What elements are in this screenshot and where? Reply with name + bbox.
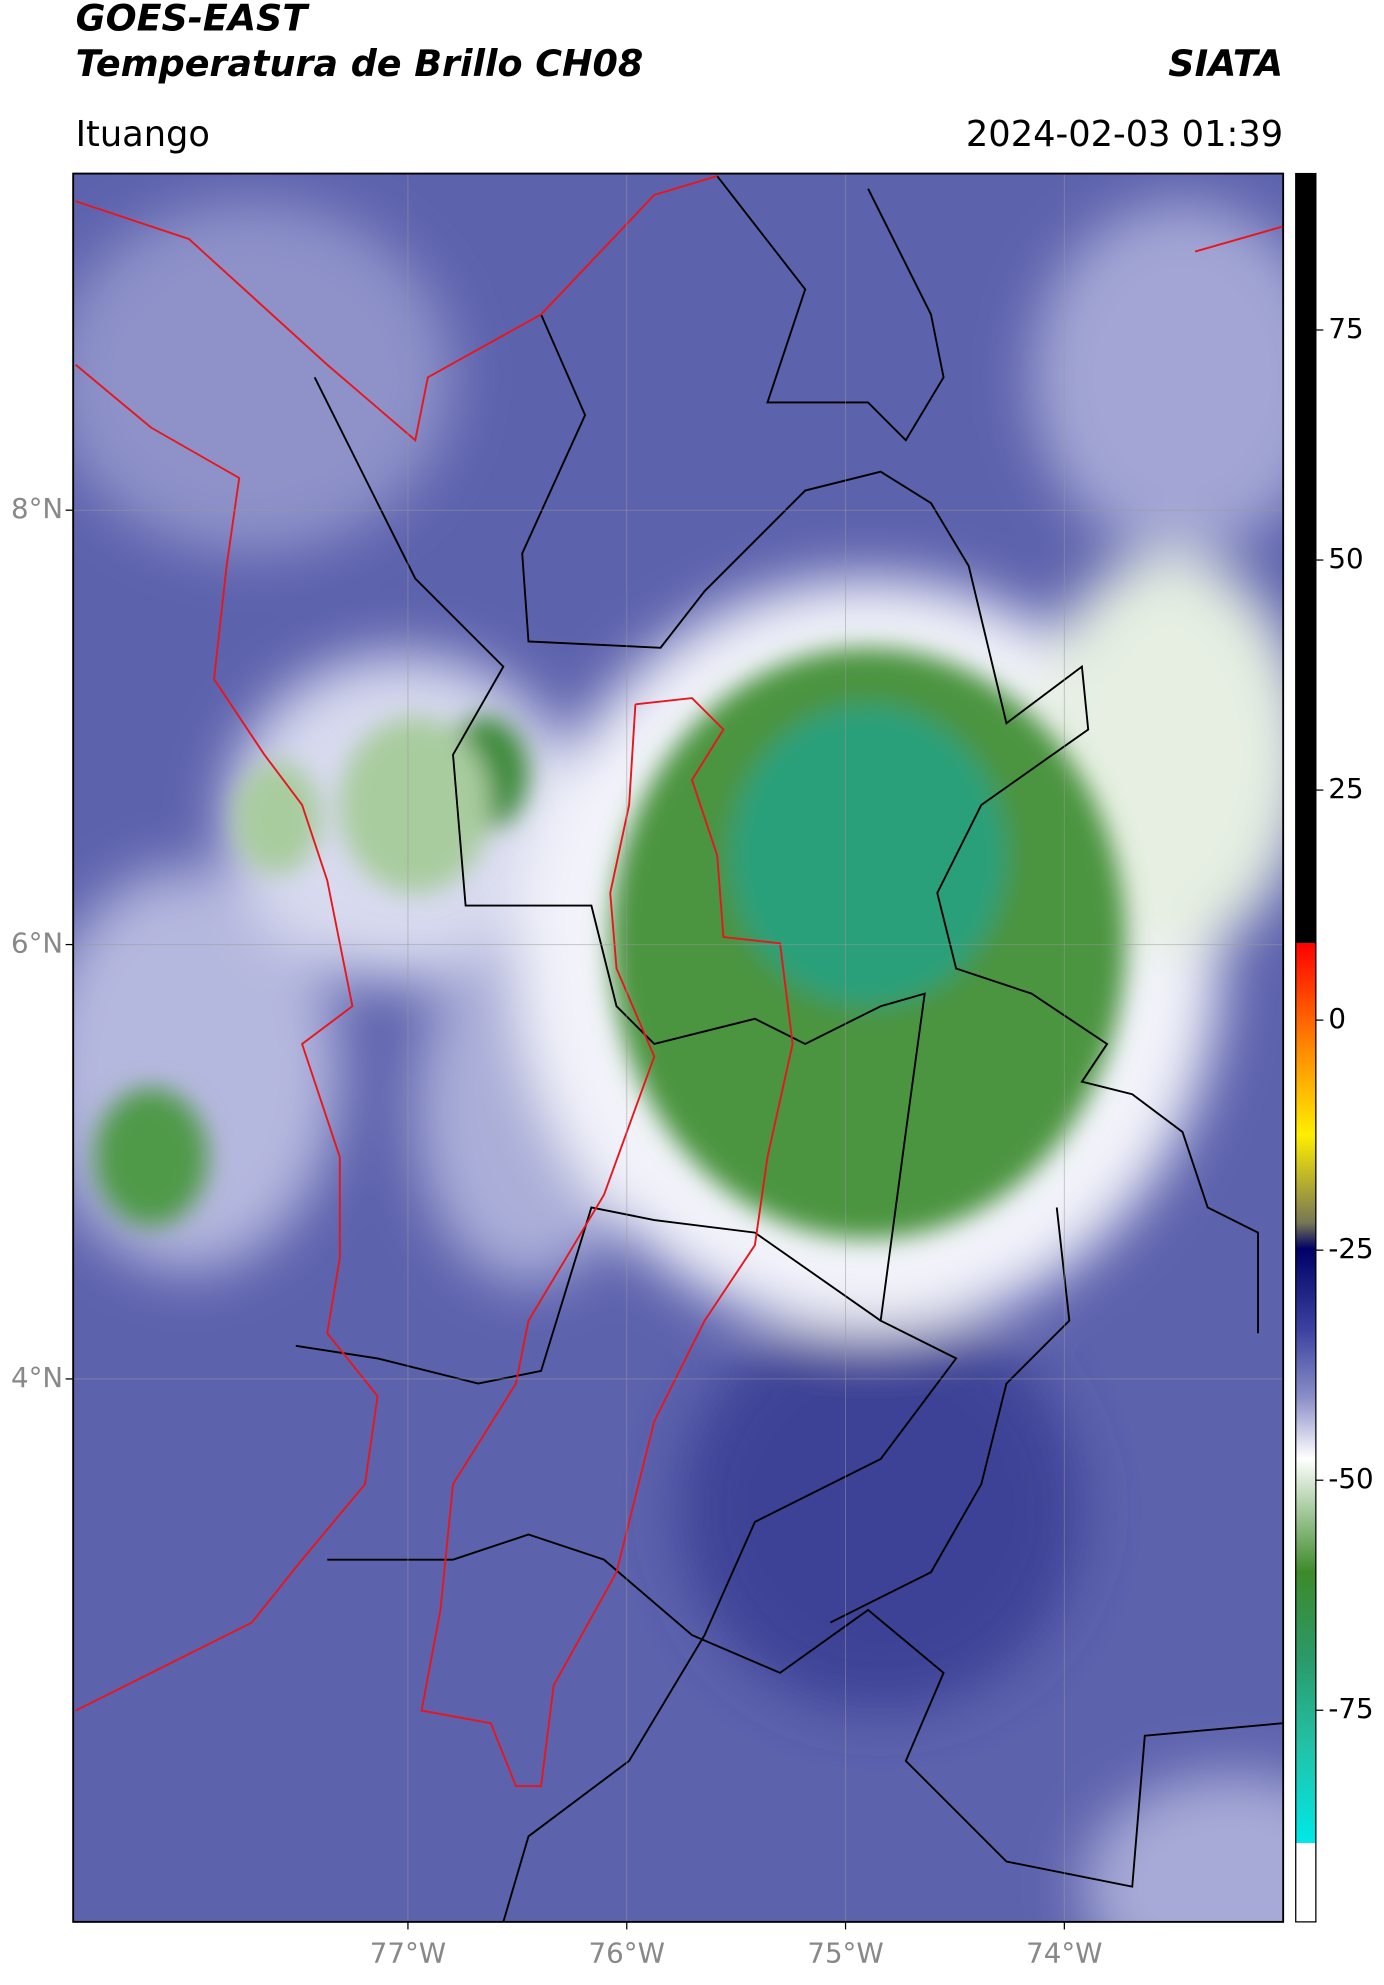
- border: [313, 376, 958, 1922]
- cold-top: [94, 1087, 208, 1227]
- axes: 77°W 76°W 75°W 74°W 8°N 6°N 4°N 75 50 25 0 -25 -50 -7…: [11, 173, 1374, 1970]
- colorbar-tick-label: 75: [1328, 312, 1363, 345]
- border: [829, 1207, 1071, 1624]
- map-frame: [72, 172, 1285, 1923]
- subtitle: Temperatura de Brillo CH08: [76, 42, 644, 85]
- borders: [295, 175, 1284, 1922]
- location: Ituango: [76, 114, 210, 155]
- lat-tick-label: 4°N: [11, 1361, 63, 1394]
- border: [521, 314, 1259, 1334]
- admin-border: [420, 697, 794, 1787]
- source: SIATA: [1168, 42, 1283, 85]
- colorbar-tick-label: 50: [1328, 542, 1363, 575]
- colorbar-tick-label: -25: [1328, 1232, 1373, 1265]
- lon-tick-label: 75°W: [807, 1937, 883, 1970]
- colorbar-tick-label: -50: [1328, 1462, 1373, 1495]
- cloud: [73, 201, 453, 554]
- cloud: [679, 1308, 1082, 1711]
- cloud: [1031, 201, 1284, 554]
- lon-tick-label: 74°W: [1026, 1937, 1102, 1970]
- colorbar-tick-label: -75: [1328, 1692, 1373, 1725]
- coast: [75, 175, 718, 442]
- colorbar-tick-label: 25: [1328, 772, 1363, 805]
- cold-top: [729, 704, 1007, 1007]
- cold-tops: [94, 647, 1126, 1239]
- coastline: [75, 175, 1284, 1787]
- cold-top: [232, 760, 321, 875]
- datetime: 2024-02-03 01:39: [966, 114, 1283, 155]
- border: [295, 1206, 882, 1385]
- title: GOES-EAST: [76, 0, 311, 40]
- colorbar-tick-label: 0: [1328, 1002, 1346, 1035]
- border: [327, 1533, 1284, 1888]
- cold-top: [339, 716, 491, 894]
- lon-tick-label: 77°W: [370, 1937, 446, 1970]
- coast: [75, 364, 379, 1712]
- border: [716, 175, 945, 442]
- lon-tick-label: 76°W: [589, 1937, 665, 1970]
- lat-tick-label: 8°N: [11, 492, 63, 525]
- lat-tick-label: 6°N: [11, 927, 63, 960]
- satellite-image: [73, 173, 1284, 1922]
- coast: [1194, 225, 1284, 253]
- colorbar: [1295, 172, 1317, 1923]
